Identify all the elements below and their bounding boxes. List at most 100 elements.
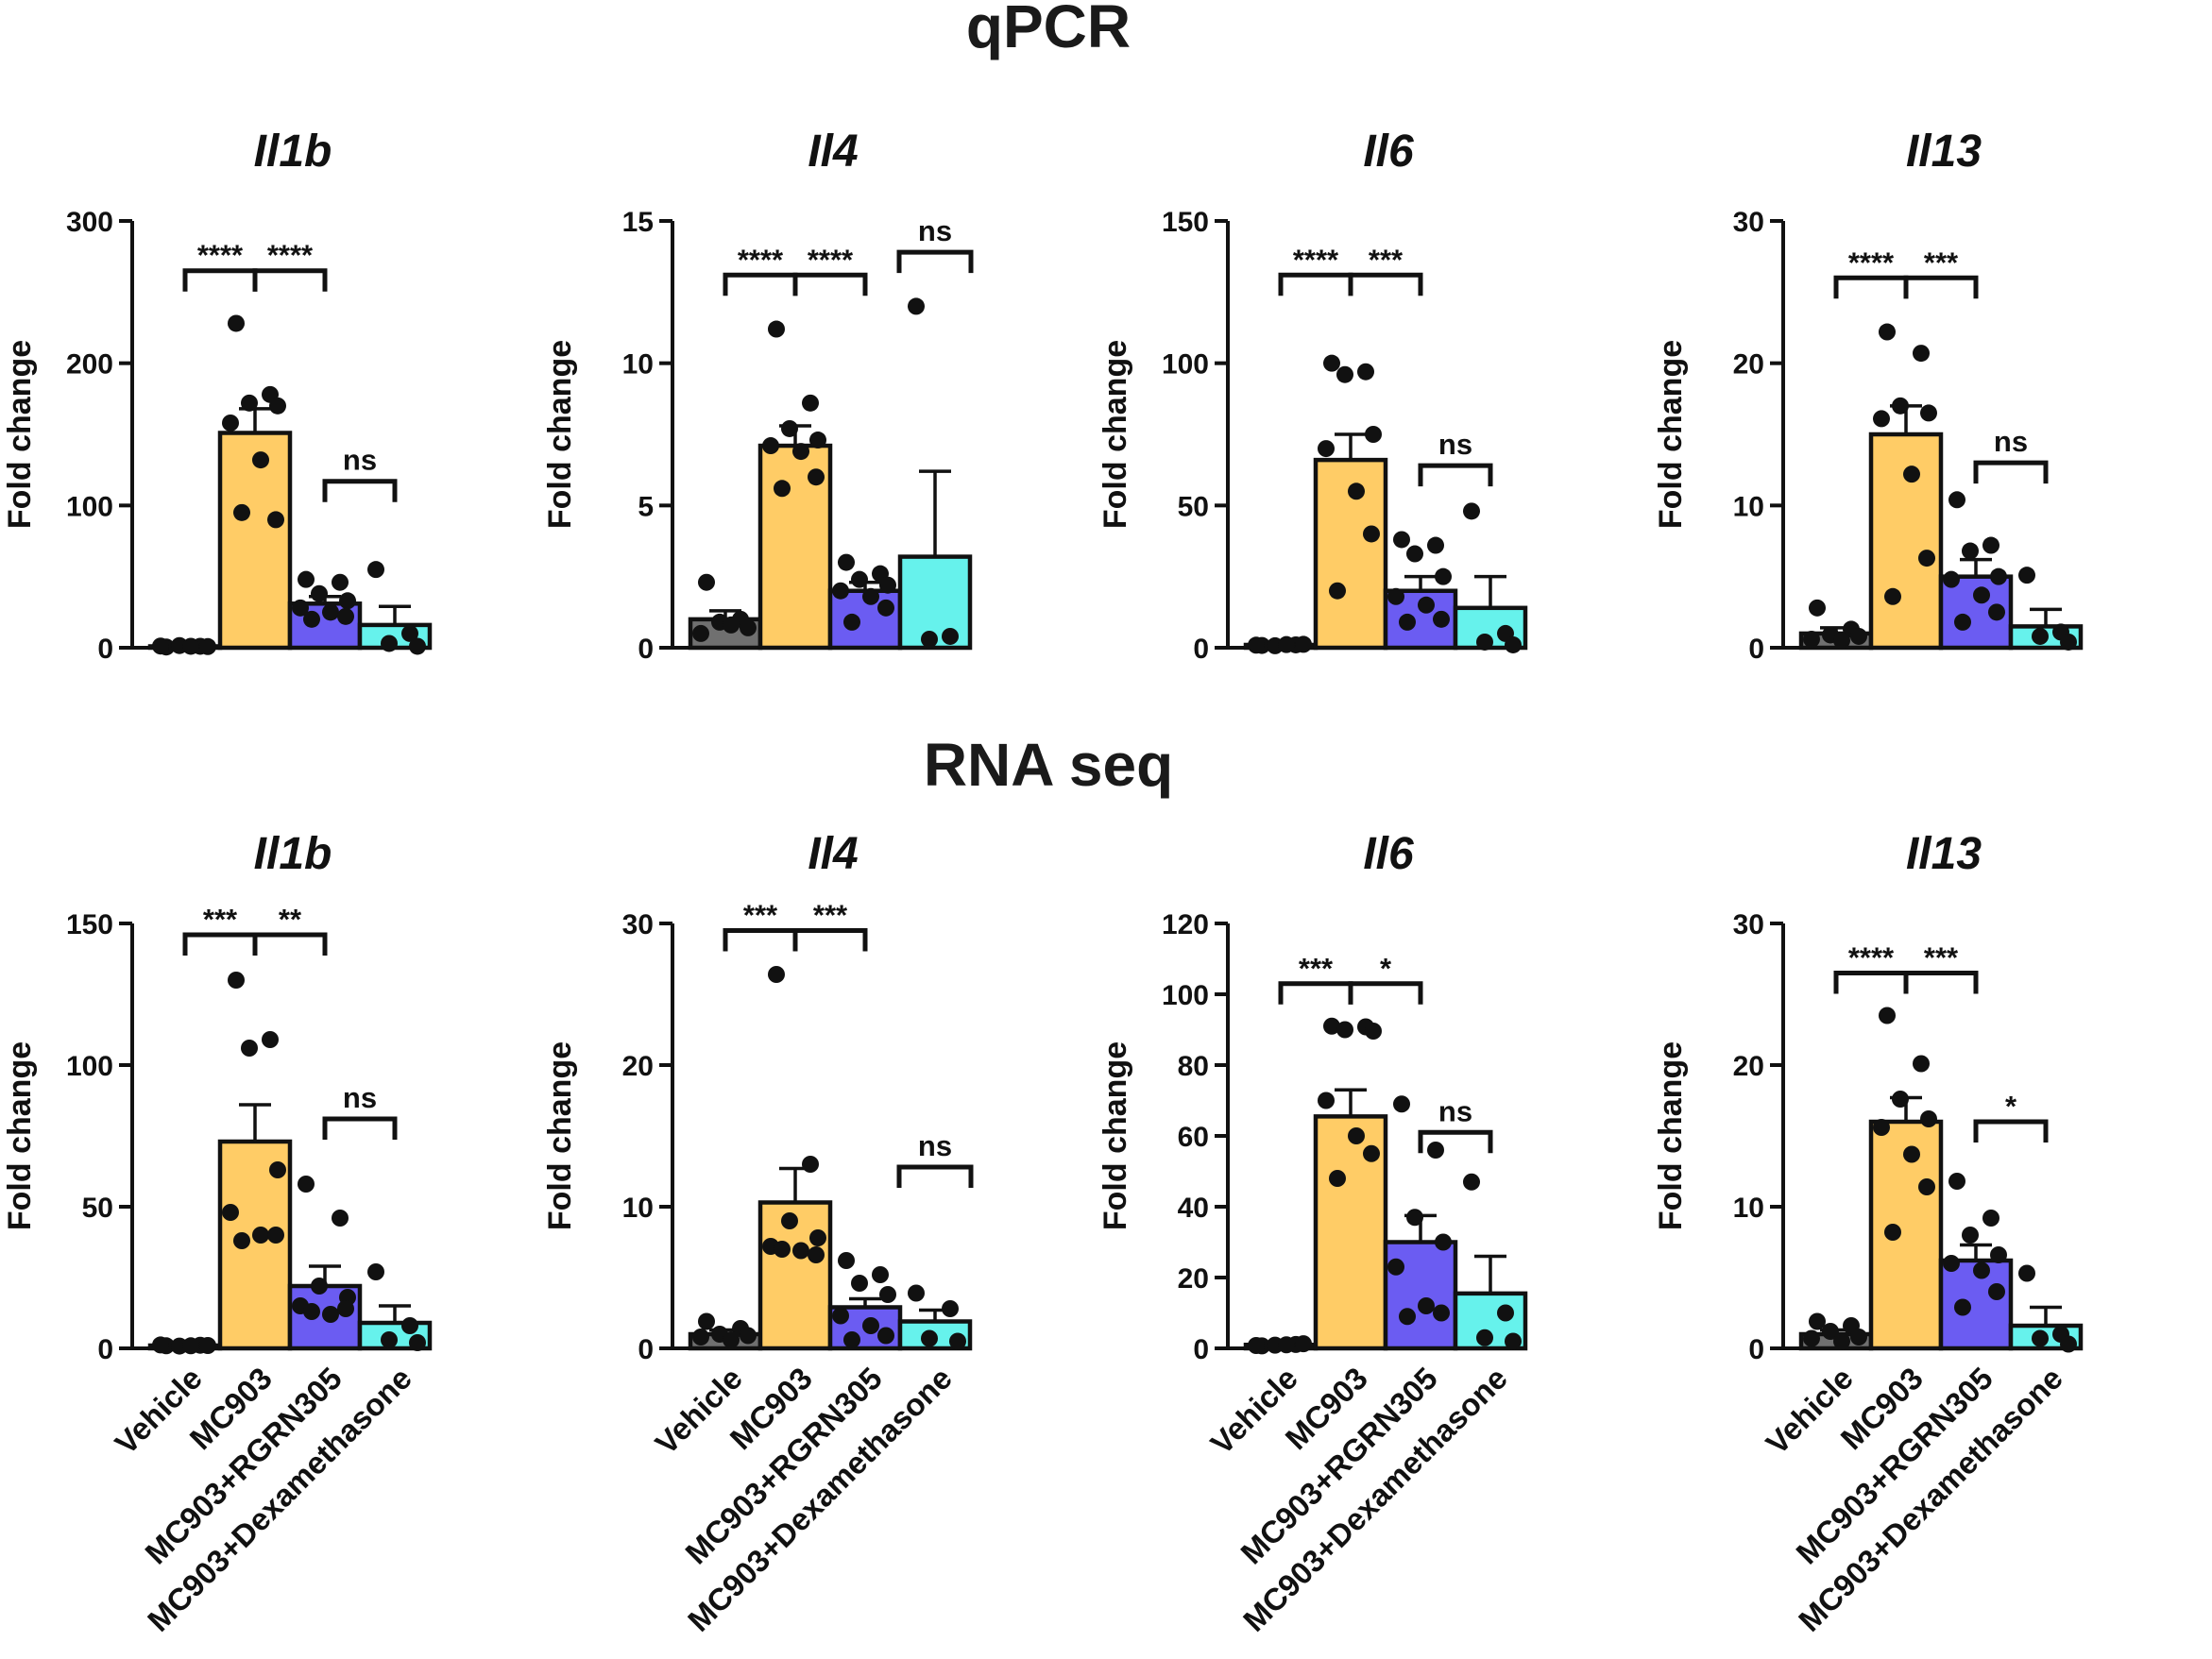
y-tick-label: 10: [1733, 1193, 1764, 1224]
significance-bracket: [1278, 981, 1353, 1005]
data-point: [322, 1306, 339, 1323]
data-point: [879, 1286, 896, 1303]
data-point: [269, 397, 286, 415]
data-point: [367, 1263, 384, 1280]
data-point: [1278, 1336, 1295, 1354]
data-point: [1990, 1246, 2007, 1263]
data-point: [381, 635, 398, 652]
significance-label: ****: [1848, 245, 1895, 279]
data-point: [1427, 1142, 1444, 1159]
data-point: [1943, 1255, 1960, 1272]
data-point: [222, 414, 239, 432]
y-tick-label: 200: [66, 349, 113, 381]
significance-bracket: [322, 479, 398, 502]
data-point: [809, 432, 826, 449]
y-tick-label: 150: [66, 909, 113, 940]
data-point: [2032, 627, 2049, 645]
data-point: [908, 297, 925, 315]
data-point: [1833, 632, 1850, 650]
data-point: [1318, 440, 1335, 458]
data-point: [723, 1331, 740, 1348]
data-point: [1809, 1312, 1826, 1330]
data-point: [1463, 502, 1480, 520]
data-point: [802, 394, 819, 412]
y-tick-label: 50: [1178, 491, 1209, 522]
significance-bracket: [1833, 971, 1909, 994]
data-point: [1278, 635, 1295, 653]
y-tick-label: 150: [1162, 207, 1209, 238]
significance-label: ***: [1299, 952, 1334, 985]
data-point: [2032, 1329, 2049, 1347]
data-point: [1329, 582, 1346, 600]
data-point: [292, 599, 309, 617]
data-point: [1884, 587, 1901, 605]
data-point: [1295, 1335, 1312, 1353]
data-point: [2018, 1264, 2035, 1282]
data-point: [949, 1332, 966, 1350]
data-point: [332, 573, 349, 591]
significance-bracket: [792, 928, 868, 952]
data-point: [1348, 1127, 1365, 1144]
data-point: [409, 1334, 426, 1351]
significance-label: ***: [813, 899, 848, 932]
bar-mc903-rgrn305: [1383, 1240, 1458, 1351]
data-point: [401, 624, 418, 642]
data-point: [1988, 1283, 2005, 1300]
data-point: [1399, 1308, 1416, 1326]
significance-bracket: [723, 928, 798, 952]
data-point: [832, 1307, 849, 1325]
significance-label: **: [279, 903, 302, 936]
y-tick-label: 100: [66, 491, 113, 522]
data-point: [808, 468, 825, 486]
data-point: [1988, 603, 2005, 621]
data-point: [1918, 550, 1935, 567]
data-point: [1463, 1173, 1480, 1191]
y-axis-label: Fold change: [1653, 1041, 1689, 1230]
chart-title: Il6: [1363, 829, 1414, 879]
y-tick-label: 30: [1733, 207, 1764, 238]
data-point: [252, 1227, 269, 1244]
chart-title: Il1b: [254, 829, 332, 879]
data-point: [233, 1232, 250, 1249]
data-point: [1406, 1209, 1423, 1227]
bar-mc903: [1868, 432, 1944, 651]
data-point: [322, 603, 339, 621]
data-point: [781, 419, 798, 437]
significance-bracket: [1418, 1129, 1493, 1154]
data-point: [1879, 323, 1896, 341]
data-point: [698, 1312, 715, 1330]
significance-bracket: [1903, 971, 1979, 994]
chart-title: Il6: [1363, 127, 1414, 177]
category-label: Vehicle: [108, 1361, 209, 1462]
data-point: [1476, 633, 1493, 651]
data-point: [1822, 1323, 1839, 1340]
data-point: [2018, 567, 2035, 584]
data-point: [1248, 636, 1265, 654]
data-point: [1387, 1258, 1404, 1276]
data-point: [337, 607, 354, 625]
data-point: [1418, 1297, 1435, 1314]
data-point: [774, 1241, 791, 1258]
data-point: [802, 1156, 819, 1173]
data-point: [1399, 613, 1416, 631]
data-point: [401, 1317, 418, 1334]
data-point: [1920, 1110, 1937, 1127]
data-point: [942, 1300, 959, 1317]
data-point: [1365, 426, 1382, 443]
significance-label: ***: [743, 899, 778, 932]
chart-panel: Il1b Fold change 0 100 200 300 **** **** ns: [2, 127, 433, 665]
data-point: [199, 637, 216, 655]
data-point: [367, 561, 384, 579]
data-point: [1918, 1178, 1935, 1195]
y-tick-label: 0: [97, 634, 113, 665]
data-point: [838, 553, 855, 571]
data-point: [851, 1275, 868, 1292]
data-point: [303, 1303, 320, 1320]
data-point: [1323, 1017, 1340, 1035]
data-point: [698, 573, 715, 591]
data-point: [1357, 363, 1374, 381]
